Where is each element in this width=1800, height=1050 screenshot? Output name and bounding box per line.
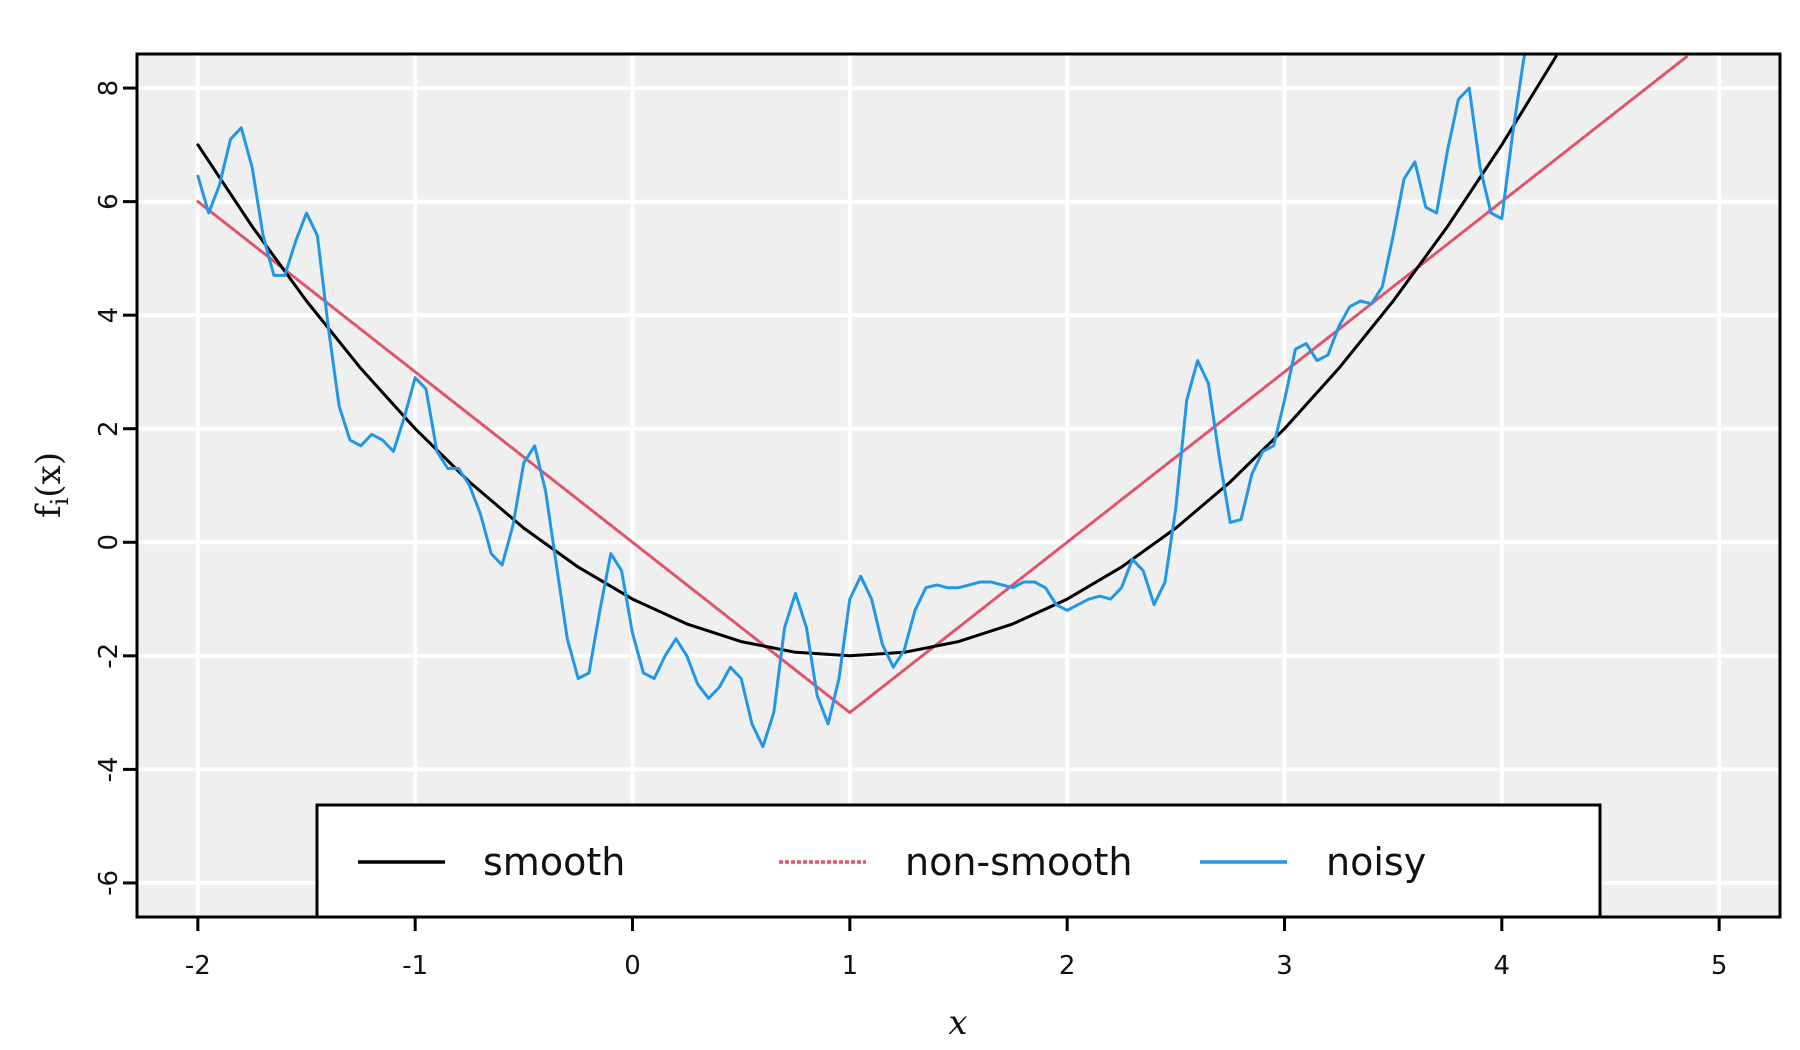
y-axis-label-argument: (x) — [29, 452, 69, 498]
x-tick-label: 3 — [1276, 951, 1293, 981]
y-tick-label: -2 — [94, 643, 124, 669]
x-axis-label: x — [948, 1003, 967, 1043]
gridlines — [137, 54, 1780, 917]
x-tick-label: 4 — [1494, 951, 1511, 981]
x-axis: -2 -1 0 1 2 3 4 5 — [185, 917, 1728, 981]
legend: smooth non-smooth noisy — [315, 803, 1602, 919]
series-lines — [196, 54, 1688, 749]
y-axis-label-text: fi(x) — [29, 452, 74, 518]
x-tick-label: 0 — [624, 951, 641, 981]
y-tick-label: -6 — [94, 870, 124, 896]
series-smooth-line — [196, 54, 1558, 658]
x-tick-label: -2 — [185, 951, 211, 981]
y-axis-label-main: f — [29, 503, 69, 518]
y-tick-label: 0 — [94, 534, 124, 551]
series-non-smooth-line — [196, 55, 1688, 715]
plot-background — [137, 54, 1780, 917]
x-tick-label: 5 — [1711, 951, 1728, 981]
y-axis-label: fi(x) — [29, 452, 74, 518]
series-noisy-line — [196, 54, 1527, 749]
y-tick-label: 4 — [94, 307, 124, 324]
legend-box — [315, 803, 1602, 919]
x-tick-label: -1 — [402, 951, 428, 981]
legend-label-non-smooth: non-smooth — [905, 840, 1132, 884]
legend-label-smooth: smooth — [483, 840, 625, 884]
y-tick-label: 2 — [94, 420, 124, 437]
y-tick-label: -4 — [94, 756, 124, 782]
y-axis: -6 -4 -2 0 2 4 6 8 — [94, 80, 137, 896]
y-tick-label: 8 — [94, 80, 124, 97]
y-tick-label: 6 — [94, 193, 124, 210]
y-axis-label-subscript: i — [46, 497, 74, 505]
legend-label-noisy: noisy — [1326, 840, 1426, 884]
x-tick-label: 2 — [1059, 951, 1076, 981]
x-tick-label: 1 — [842, 951, 859, 981]
